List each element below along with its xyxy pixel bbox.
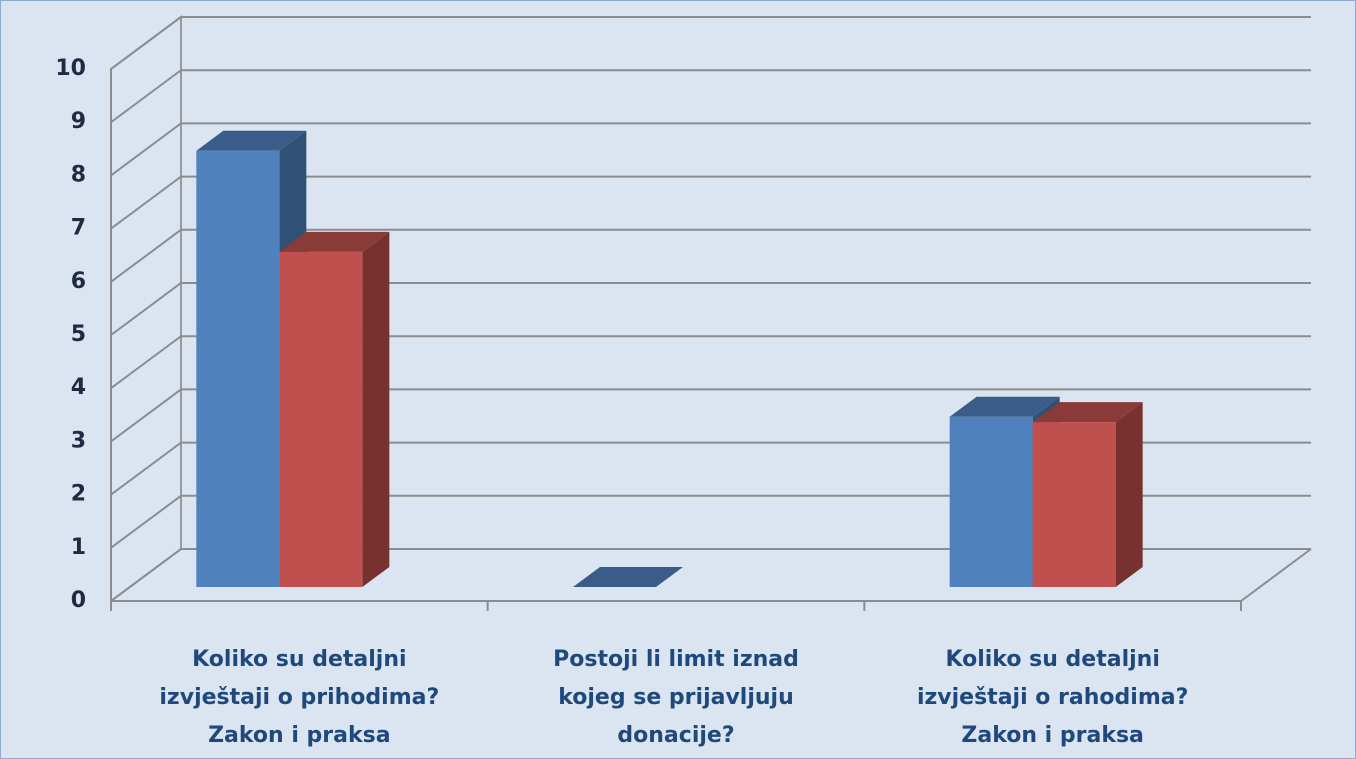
grid-line <box>110 441 1311 496</box>
x-tick-label: Postoji li limit iznad kojeg se prijavlj… <box>553 647 799 748</box>
y-tick-label: 8 <box>71 162 86 187</box>
y-tick-label: 1 <box>71 535 86 560</box>
y-tick-label: 9 <box>71 109 86 134</box>
bar-top <box>1032 402 1143 423</box>
grid-line <box>110 335 1311 390</box>
x-tick-label: Koliko su detaljni izvještaji o prihodim… <box>159 647 440 748</box>
bar <box>279 231 390 587</box>
bar-top <box>196 130 307 151</box>
grid-line <box>110 228 1311 283</box>
y-tick-label: 10 <box>55 56 86 81</box>
bar-top <box>573 567 683 587</box>
y-tick-label: 4 <box>71 375 86 400</box>
bar-top <box>279 231 390 252</box>
bar-front <box>279 251 363 587</box>
grid-line <box>110 388 1311 443</box>
bar <box>573 567 683 587</box>
x-tick-label: Koliko su detaljni izvještaji o rahodima… <box>916 647 1189 748</box>
y-tick-label: 7 <box>71 216 86 241</box>
grid-line <box>110 122 1311 177</box>
y-tick-label: 5 <box>71 322 86 347</box>
bar-side <box>1115 402 1143 587</box>
bar-top <box>949 396 1060 417</box>
y-tick-label: 2 <box>71 482 86 507</box>
grid-line <box>110 69 1311 124</box>
grid-line <box>110 175 1311 230</box>
bar-front <box>196 150 280 587</box>
bar-front <box>949 416 1033 587</box>
grid-line <box>110 494 1311 549</box>
bar <box>1032 402 1143 587</box>
y-tick-label: 0 <box>71 588 86 613</box>
grid-line <box>110 16 1311 70</box>
y-tick-label: 3 <box>71 428 86 453</box>
y-tick-label: 6 <box>71 269 86 294</box>
bar-side <box>362 231 390 587</box>
grid-line <box>110 282 1311 336</box>
grid-line <box>110 548 1311 602</box>
bar-front <box>1032 422 1116 587</box>
